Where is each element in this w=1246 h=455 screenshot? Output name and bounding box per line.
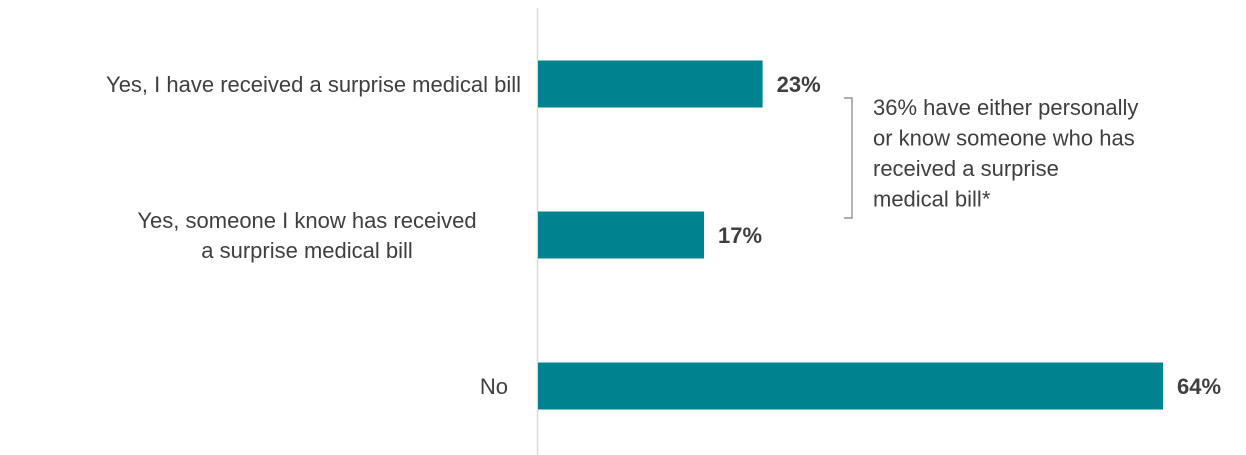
- bar: [538, 211, 705, 259]
- value-label: 17%: [718, 223, 762, 248]
- annotation-text: 36% have either personally or know someon…: [873, 95, 1138, 212]
- category-label-line: Yes, I have received a surprise medical …: [106, 72, 521, 97]
- annotation-line: received a surprise: [873, 156, 1059, 181]
- value-label: 64%: [1177, 374, 1221, 399]
- annotation-line: medical bill*: [873, 187, 991, 212]
- category-label: Yes, I have received a surprise medical …: [106, 72, 521, 97]
- annotation: 36% have either personally or know someon…: [844, 95, 1138, 219]
- value-label: 23%: [777, 72, 821, 97]
- value-labels: 23% 17% 64%: [718, 72, 1221, 399]
- annotation-bracket: [844, 97, 853, 219]
- category-label-line: Yes, someone I know has received: [137, 208, 476, 233]
- category-label: Yes, someone I know has received a surpri…: [137, 208, 476, 263]
- annotation-line: or know someone who has: [873, 126, 1135, 151]
- category-labels: Yes, I have received a surprise medical …: [106, 72, 521, 399]
- bar: [538, 362, 1163, 410]
- bar: [538, 60, 763, 108]
- annotation-line: 36% have either personally: [873, 95, 1138, 120]
- bars: [538, 60, 1163, 410]
- category-label-line: No: [480, 374, 508, 399]
- category-label: No: [480, 374, 508, 399]
- category-label-line: a surprise medical bill: [201, 238, 413, 263]
